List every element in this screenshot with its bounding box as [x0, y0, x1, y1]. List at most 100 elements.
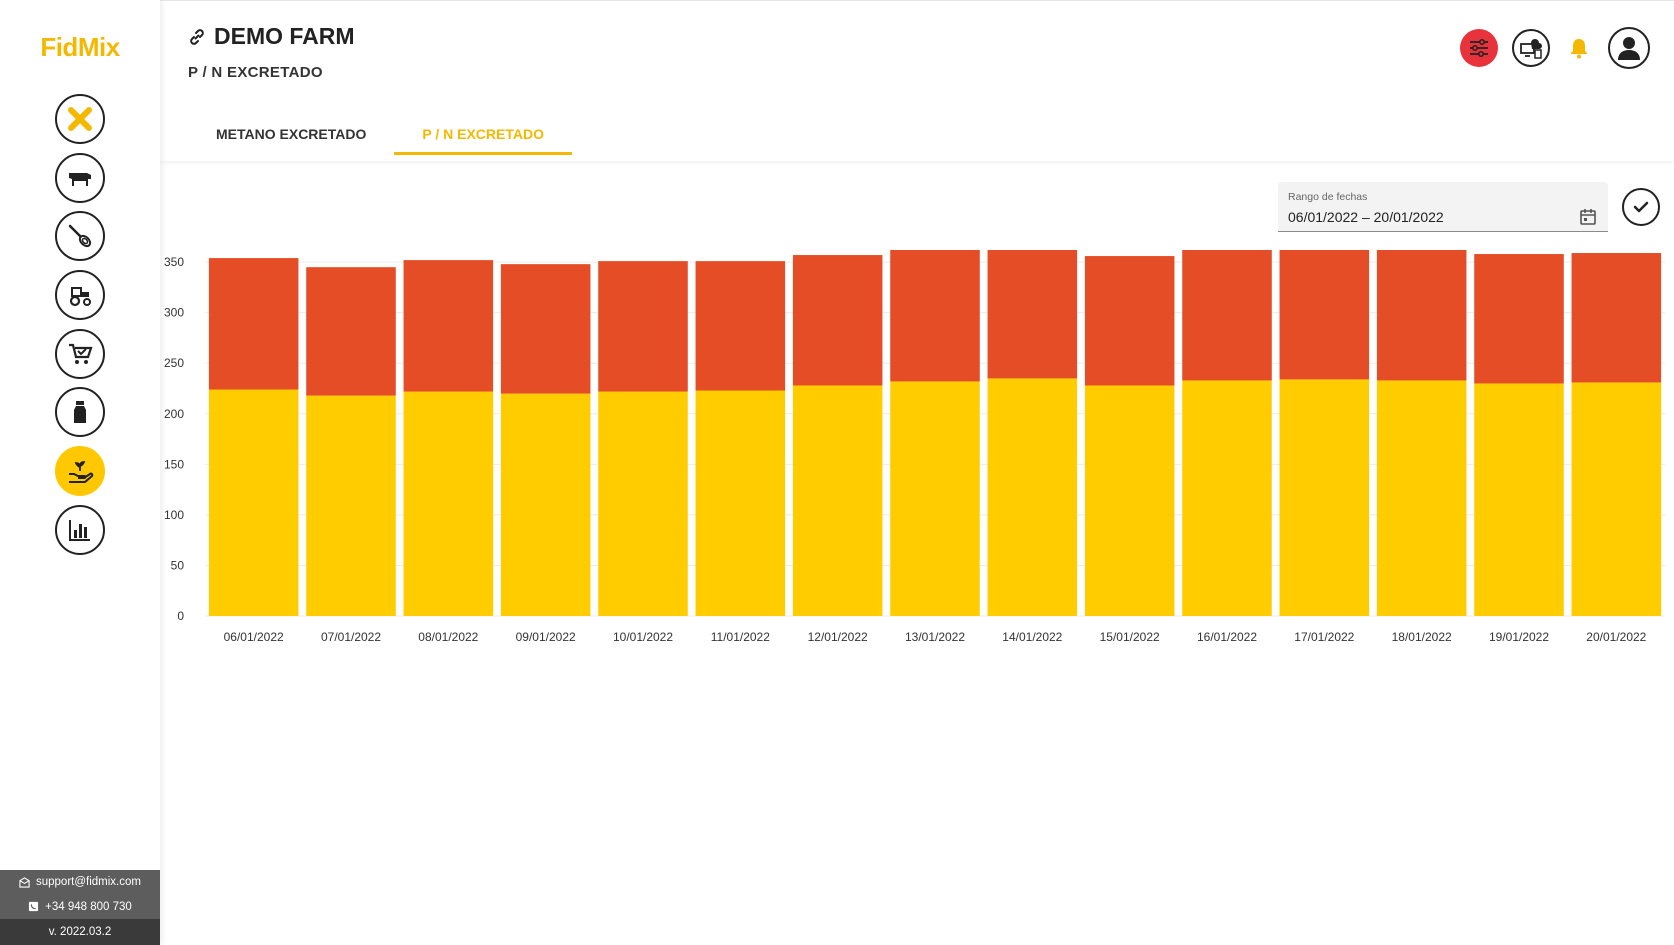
x-tick-label: 20/01/2022 — [1586, 630, 1646, 644]
sidebar-nav — [55, 94, 105, 564]
sidebar-item-animals[interactable] — [55, 152, 105, 203]
tractor-icon — [69, 287, 91, 307]
x-tick-label: 13/01/2022 — [905, 630, 965, 644]
phone-icon — [29, 902, 39, 912]
x-tick-label: 17/01/2022 — [1294, 630, 1354, 644]
bar-segment-p — [500, 264, 591, 394]
bar-segment-n — [500, 393, 591, 616]
bar-segment-p — [1182, 250, 1272, 381]
y-tick-label: 200 — [164, 407, 184, 421]
fidmix-x-icon — [68, 107, 92, 131]
bar-segment-n — [1279, 379, 1370, 616]
x-tick-label: 16/01/2022 — [1197, 630, 1257, 644]
sync-devices-button[interactable] — [1512, 29, 1550, 67]
mail-icon — [19, 877, 30, 888]
x-tick-label: 09/01/2022 — [516, 630, 576, 644]
date-range-label: Rango de fechas — [1288, 191, 1368, 203]
support-email-row[interactable]: support@fidmix.com — [0, 870, 160, 895]
user-icon — [1618, 37, 1640, 60]
tab-bar: METANO EXCRETADO P / N EXCRETADO — [188, 112, 572, 155]
milk-bottle-icon — [74, 401, 86, 424]
notifications-button[interactable] — [1564, 29, 1594, 67]
y-tick-label: 300 — [164, 306, 184, 320]
cow-icon — [69, 172, 91, 186]
sidebar-item-machinery[interactable] — [55, 270, 105, 321]
date-range-field[interactable]: Rango de fechas 06/01/2022 – 20/01/2022 — [1278, 182, 1608, 232]
calendar-icon[interactable] — [1578, 207, 1598, 227]
bar-segment-p — [792, 255, 883, 386]
x-tick-label: 06/01/2022 — [224, 630, 284, 644]
bar-segment-p — [1279, 250, 1370, 380]
farm-name: DEMO FARM — [214, 23, 355, 49]
support-email: support@fidmix.com — [36, 876, 141, 889]
bar-segment-p — [1571, 253, 1662, 383]
bar-segment-n — [598, 391, 688, 616]
bar-segment-p — [1084, 256, 1175, 386]
cloud-devices-icon — [1520, 39, 1542, 59]
bar-segment-p — [598, 261, 688, 392]
header: DEMO FARM P / N EXCRETADO METANO EXCRETA… — [160, 0, 1674, 161]
farm-title: DEMO FARM — [188, 23, 355, 50]
tab-pn-excretado[interactable]: P / N EXCRETADO — [394, 112, 572, 155]
fidmix-logo[interactable]: FidMix — [40, 32, 120, 62]
x-tick-label: 11/01/2022 — [711, 630, 770, 644]
hand-plant-icon — [69, 461, 94, 484]
bar-segment-n — [1571, 382, 1662, 616]
bar-segment-p — [403, 260, 494, 392]
x-tick-label: 12/01/2022 — [808, 630, 868, 644]
x-tick-label: 19/01/2022 — [1489, 630, 1549, 644]
bar-segment-p — [1376, 250, 1467, 381]
y-tick-label: 0 — [177, 609, 184, 623]
x-tick-label: 08/01/2022 — [418, 630, 478, 644]
whisk-icon — [68, 225, 92, 248]
x-tick-label: 15/01/2022 — [1100, 630, 1160, 644]
date-range-value[interactable]: 06/01/2022 – 20/01/2022 — [1288, 209, 1444, 225]
bar-segment-p — [1474, 254, 1564, 384]
sliders-icon — [1470, 39, 1488, 57]
y-tick-label: 350 — [164, 255, 184, 269]
bar-segment-n — [987, 378, 1078, 616]
bar-segment-n — [1376, 380, 1467, 616]
y-tick-label: 50 — [171, 558, 185, 572]
check-icon — [1633, 201, 1649, 213]
bar-segment-p — [208, 258, 299, 390]
support-phone: +34 948 800 730 — [45, 900, 132, 913]
y-tick-label: 100 — [164, 508, 184, 522]
x-tick-label: 14/01/2022 — [1002, 630, 1062, 644]
bar-segment-p — [987, 250, 1078, 379]
pn-excretado-chart: 0 50 100 150 200 250 300 350 06/01/2022 07/01/202… — [164, 250, 1665, 644]
bar-chart-icon — [69, 519, 90, 541]
filters-button[interactable] — [1460, 29, 1498, 67]
bar-segment-n — [1084, 385, 1175, 616]
sidebar: FidMix — [0, 0, 160, 945]
link-icon[interactable] — [188, 28, 206, 46]
sidebar-item-reports[interactable] — [55, 504, 105, 555]
bar-segment-n — [1474, 383, 1564, 616]
bar-segment-p — [306, 267, 396, 396]
cart-check-icon — [69, 343, 93, 364]
page-subtitle: P / N EXCRETADO — [188, 64, 323, 81]
sidebar-item-fidmix[interactable] — [55, 94, 105, 144]
x-tick-label: 07/01/2022 — [321, 630, 381, 644]
user-avatar[interactable] — [1608, 27, 1650, 69]
bar-segment-p — [890, 250, 980, 382]
sidebar-item-milk[interactable] — [55, 387, 105, 438]
bar-segment-n — [403, 391, 494, 616]
bar-segment-n — [792, 385, 883, 616]
support-panel: support@fidmix.com +34 948 800 730 v. 20… — [0, 870, 160, 945]
app-version: v. 2022.03.2 — [48, 926, 112, 938]
version-row: v. 2022.03.2 — [0, 919, 160, 945]
bar-segment-n — [695, 390, 786, 616]
sidebar-item-emissions[interactable] — [55, 446, 105, 497]
y-tick-label: 150 — [164, 457, 184, 471]
tab-metano-excretado[interactable]: METANO EXCRETADO — [216, 126, 367, 142]
support-phone-row[interactable]: +34 948 800 730 — [0, 894, 160, 919]
top-toolbar — [1460, 27, 1650, 69]
sidebar-item-purchases[interactable] — [55, 328, 105, 379]
sidebar-item-mixing[interactable] — [55, 211, 105, 262]
apply-date-button[interactable] — [1622, 188, 1660, 226]
bar-segment-n — [208, 389, 299, 616]
x-tick-label: 10/01/2022 — [613, 630, 673, 644]
x-tick-label: 18/01/2022 — [1392, 630, 1452, 644]
